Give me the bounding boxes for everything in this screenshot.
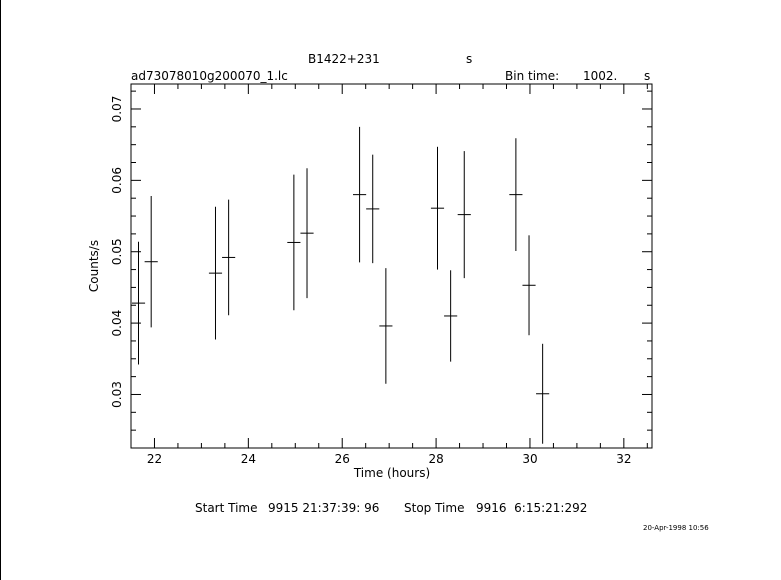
stop-time-label: Stop Time xyxy=(404,501,465,515)
y-tick-label: 0.05 xyxy=(110,238,124,265)
x-tick-label: 24 xyxy=(241,452,256,466)
x-tick-label: 22 xyxy=(147,452,162,466)
x-tick-label: 28 xyxy=(428,452,443,466)
data-point xyxy=(366,154,380,264)
y-tick-label: 0.04 xyxy=(110,310,124,337)
x-tick-label: 30 xyxy=(522,452,537,466)
data-point xyxy=(144,196,158,328)
bin-time-unit: s xyxy=(644,69,651,83)
source-unit: s xyxy=(466,52,473,66)
data-point xyxy=(522,235,536,336)
window-edge-line xyxy=(0,0,1,580)
x-tick-label: 26 xyxy=(335,452,350,466)
data-point xyxy=(300,168,314,299)
bin-time-value: 1002. xyxy=(583,69,618,83)
data-point xyxy=(131,241,146,365)
data-point xyxy=(536,343,550,444)
bin-time-label: Bin time: xyxy=(505,69,560,83)
y-axis-label: Counts/s xyxy=(87,240,101,292)
data-point xyxy=(353,126,367,263)
x-tick-label: 32 xyxy=(616,452,631,466)
x-axis-ticks: 22 24 26 28 30 32 xyxy=(130,84,648,466)
data-point xyxy=(430,146,445,270)
data-point xyxy=(379,268,393,384)
y-axis-ticks: 0.03 0.04 0.05 0.06 0.07 xyxy=(110,90,652,449)
start-time-value: 9915 21:37:39: 96 xyxy=(268,501,380,515)
data-point xyxy=(222,199,236,316)
data-points xyxy=(131,126,550,444)
data-point xyxy=(208,206,223,340)
data-point xyxy=(287,174,301,311)
y-tick-label: 0.07 xyxy=(110,96,124,123)
date-stamp: 20-Apr-1998 10:56 xyxy=(643,524,709,532)
y-tick-label: 0.06 xyxy=(110,167,124,194)
file-name: ad73078010g200070_1.lc xyxy=(131,69,288,83)
stop-time-value: 9916 6:15:21:292 xyxy=(476,501,588,515)
y-tick-label: 0.03 xyxy=(110,381,124,408)
data-point xyxy=(444,270,458,362)
start-time-label: Start Time xyxy=(195,501,258,515)
data-point xyxy=(457,151,471,279)
data-point xyxy=(509,138,523,252)
plot-frame xyxy=(130,83,653,449)
x-axis-label: Time (hours) xyxy=(353,466,430,480)
source-name: B1422+231 xyxy=(308,52,380,66)
